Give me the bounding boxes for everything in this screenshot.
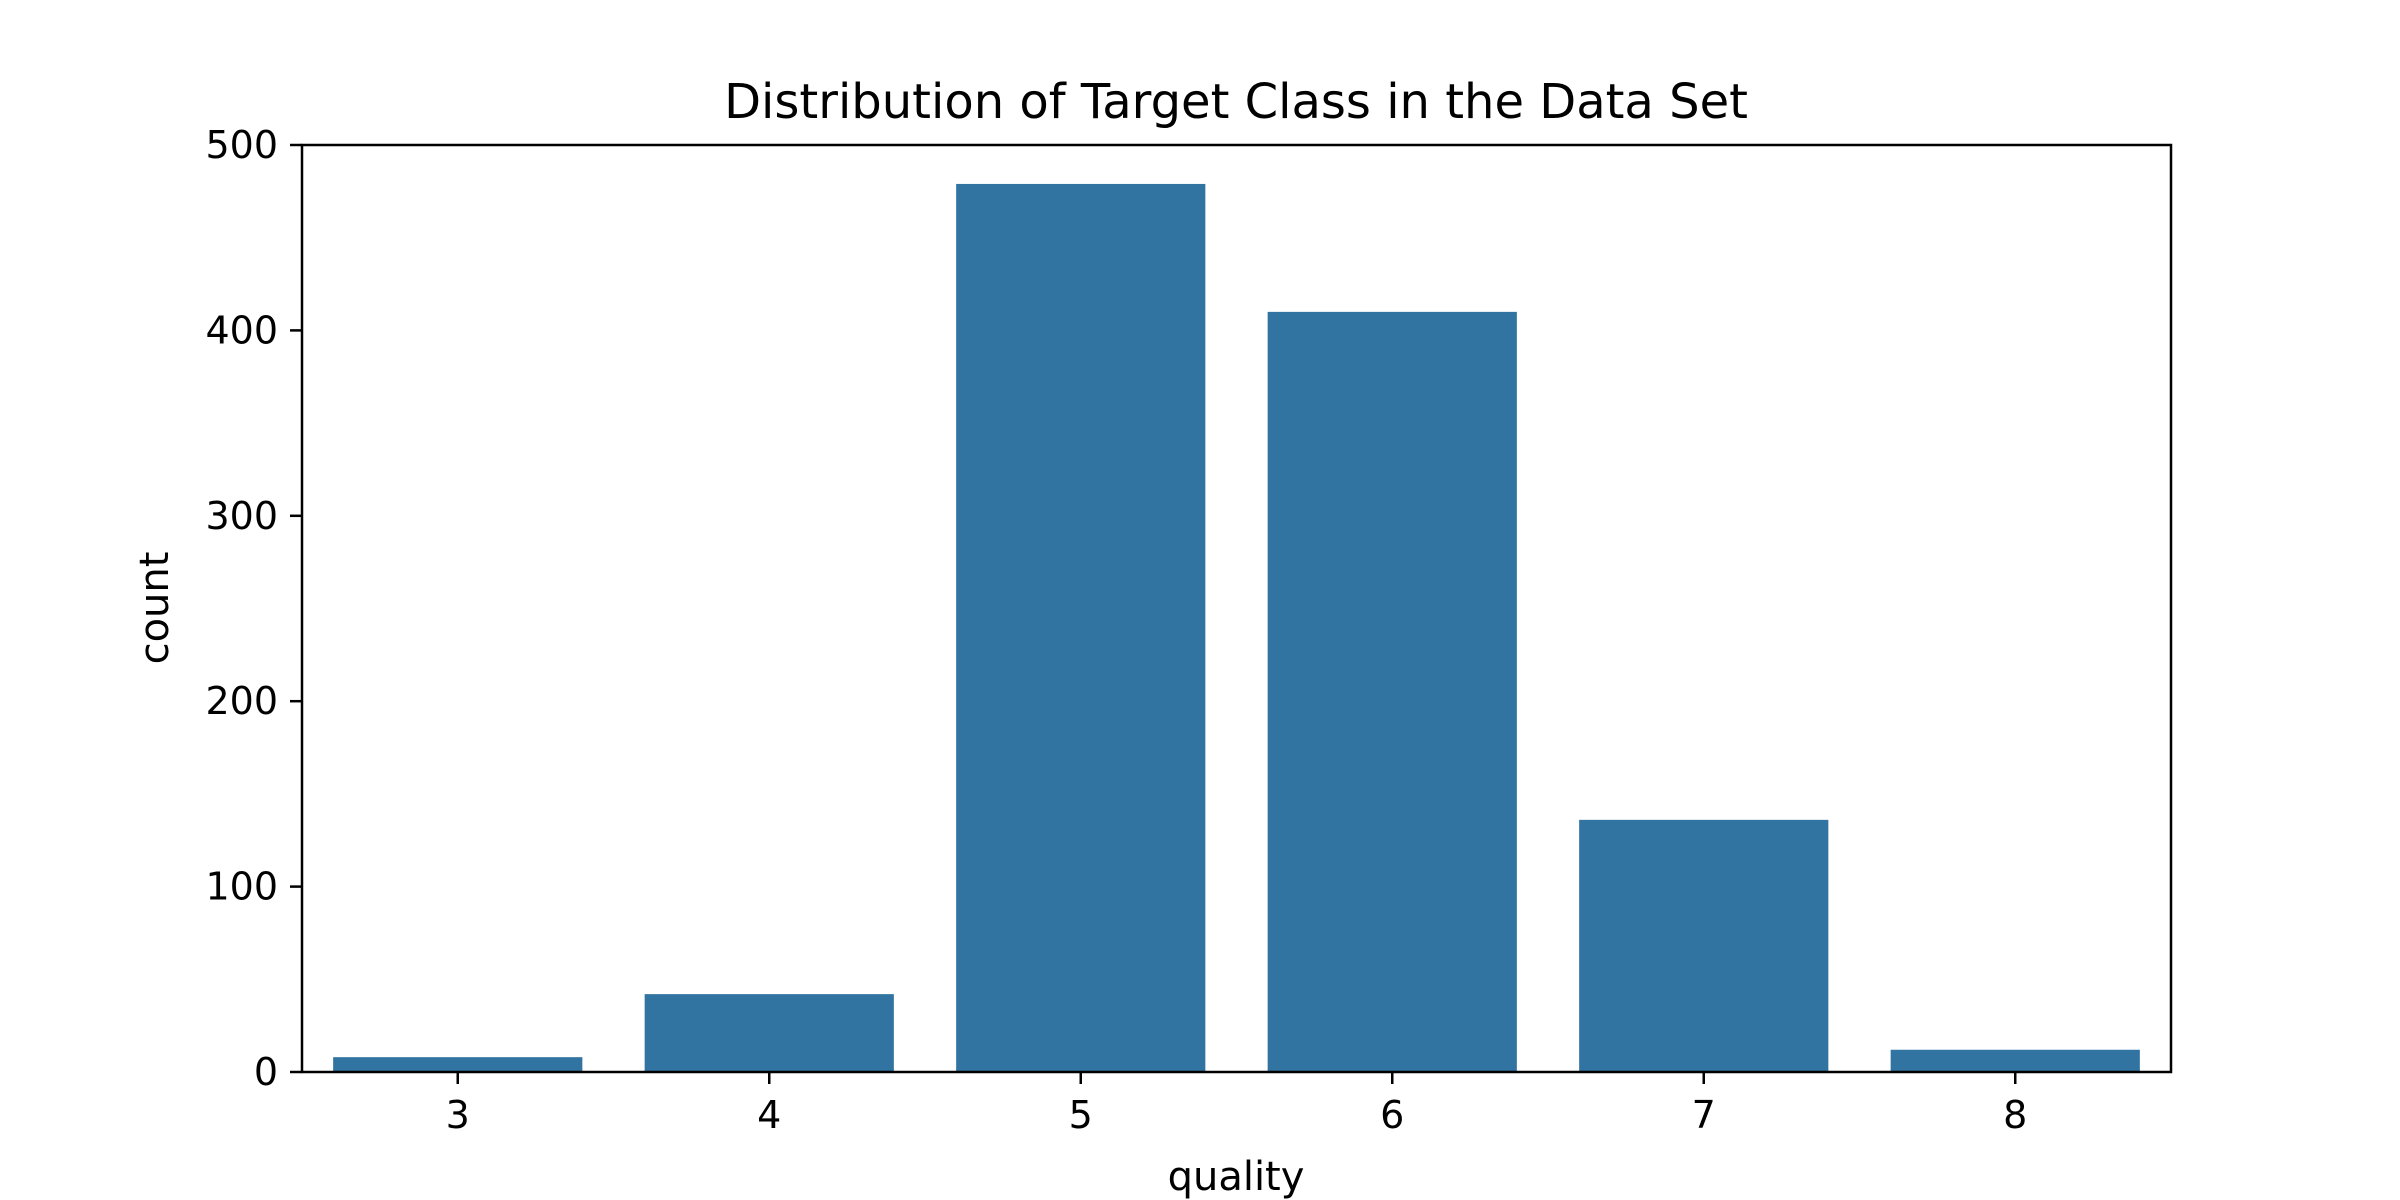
y-tick-label: 400 xyxy=(205,308,278,352)
y-tick-label: 500 xyxy=(205,123,278,167)
x-axis-label: quality xyxy=(1168,1154,1305,1200)
x-tick-label: 6 xyxy=(1380,1093,1404,1137)
y-axis-ticks: 0 100 200 300 400 500 xyxy=(205,123,302,1094)
plot-frame xyxy=(300,143,2173,1074)
x-tick-label: 3 xyxy=(446,1093,470,1137)
bar-quality-3 xyxy=(333,1057,583,1072)
chart-title: Distribution of Target Class in the Data… xyxy=(724,74,1748,130)
bar-quality-5 xyxy=(956,183,1206,1072)
x-tick-label: 7 xyxy=(1692,1093,1716,1137)
x-tick-label: 4 xyxy=(757,1093,781,1137)
bar-quality-6 xyxy=(1267,311,1517,1072)
y-tick-label: 200 xyxy=(205,679,278,723)
x-axis-ticks: 3 4 5 6 7 8 xyxy=(446,1072,2027,1137)
bar-quality-8 xyxy=(1890,1049,2140,1072)
bar-quality-7 xyxy=(1579,819,1829,1072)
y-tick-label: 0 xyxy=(254,1050,278,1094)
bar-quality-4 xyxy=(644,994,894,1072)
x-tick-label: 8 xyxy=(2003,1093,2027,1137)
y-tick-label: 100 xyxy=(205,865,278,909)
bars-group xyxy=(333,183,2140,1072)
y-tick-label: 300 xyxy=(205,494,278,538)
x-tick-label: 5 xyxy=(1069,1093,1093,1137)
y-axis-label: count xyxy=(132,552,178,665)
